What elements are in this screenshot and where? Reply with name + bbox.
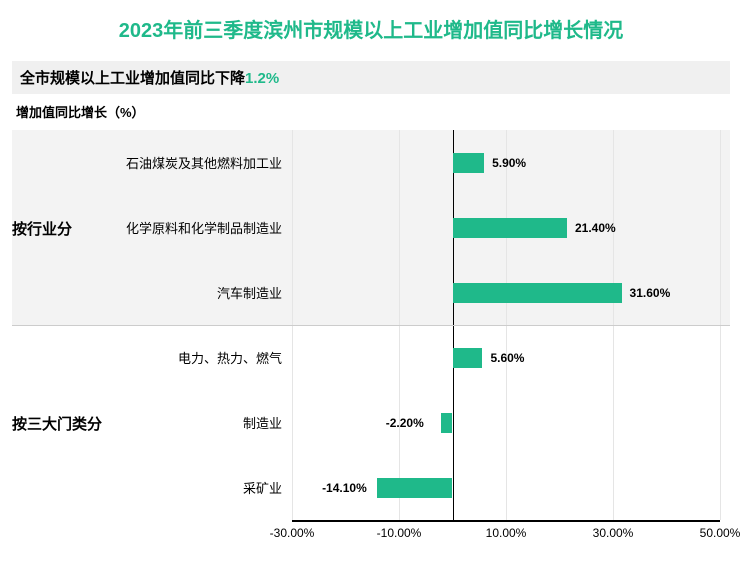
chart-row: 汽车制造业 31.60% (12, 278, 730, 308)
category-label: 汽车制造业 (102, 283, 282, 302)
x-axis-line (292, 520, 720, 522)
value-label: -14.10% (322, 481, 367, 495)
category-label: 制造业 (102, 413, 282, 432)
chart-row: 采矿业 -14.10% (12, 473, 730, 503)
y-axis-title: 增加值同比增长（%） (16, 102, 742, 121)
category-label: 电力、热力、燃气 (102, 348, 282, 367)
bar (453, 283, 622, 303)
x-tick-label: 50.00% (700, 526, 741, 540)
value-label: 21.40% (575, 221, 616, 235)
x-tick-label: 10.00% (486, 526, 527, 540)
x-tick-label: 30.00% (593, 526, 634, 540)
bar (453, 153, 485, 173)
chart-row: 化学原料和化学制品制造业 21.40% (12, 213, 730, 243)
x-tick-label: -10.00% (377, 526, 422, 540)
category-label: 采矿业 (102, 478, 282, 497)
value-label: 5.60% (490, 351, 524, 365)
group-divider (12, 325, 730, 326)
chart-area: -30.00%-10.00%10.00%30.00%50.00%按行业分按三大门… (12, 130, 730, 548)
category-label: 石油煤炭及其他燃料加工业 (102, 153, 282, 172)
subtitle-bar: 全市规模以上工业增加值同比下降1.2% (12, 61, 730, 94)
subtitle-value: 1.2% (245, 70, 279, 87)
chart-title: 2023年前三季度滨州市规模以上工业增加值同比增长情况 (0, 0, 742, 51)
bar (453, 348, 483, 368)
bar (453, 218, 567, 238)
bar (377, 478, 452, 498)
value-label: 5.90% (492, 156, 526, 170)
x-tick-label: -30.00% (270, 526, 315, 540)
chart-row: 制造业 -2.20% (12, 408, 730, 438)
category-label: 化学原料和化学制品制造业 (102, 218, 282, 237)
chart-row: 电力、热力、燃气 5.60% (12, 343, 730, 373)
chart-row: 石油煤炭及其他燃料加工业 5.90% (12, 148, 730, 178)
bar (441, 413, 453, 433)
value-label: 31.60% (630, 286, 671, 300)
value-label: -2.20% (386, 416, 424, 430)
subtitle-prefix: 全市规模以上工业增加值同比下降 (20, 70, 245, 87)
